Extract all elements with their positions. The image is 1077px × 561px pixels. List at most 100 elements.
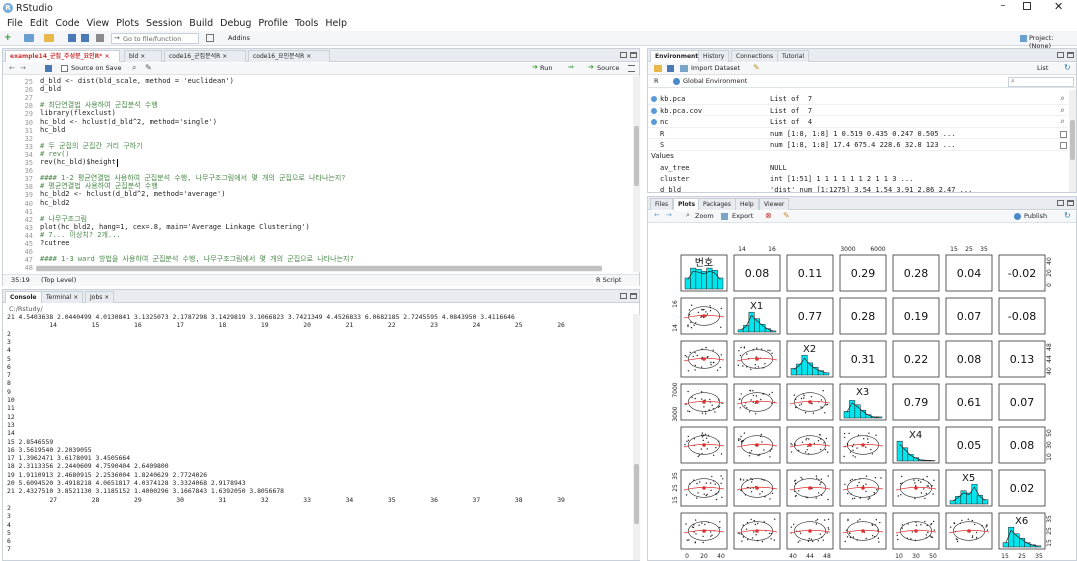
forward-icon[interactable]: → [20, 64, 26, 72]
zoom-button[interactable]: Zoom [695, 212, 714, 220]
env-value-row[interactable]: cluster int [1:51] 1 1 1 1 1 1 2 1 1 3 ..… [648, 174, 1068, 185]
editor-maximize-icon[interactable] [630, 52, 637, 58]
grid-view-icon[interactable] [1060, 142, 1067, 149]
env-vscrollbar[interactable] [1069, 90, 1076, 192]
code-line[interactable]: # 최단연결법 사용하여 군집분석 수행 [40, 101, 158, 110]
print-icon[interactable] [96, 34, 104, 42]
code-line[interactable]: # 평균연결법 사용하여 군집분석 수행 [40, 182, 158, 191]
tab-code16-factor[interactable]: code16_요인분석R × [248, 50, 330, 62]
code-line[interactable]: plot(hc_bld2, hang=1, cex=.8, main='Aver… [40, 222, 310, 231]
grid-view-icon[interactable] [1060, 130, 1067, 138]
view-object-icon[interactable]: ⌕ [1060, 94, 1065, 103]
menu-help[interactable]: Help [325, 18, 348, 29]
back-icon[interactable]: ← [9, 64, 15, 72]
menu-debug[interactable]: Debug [220, 18, 252, 29]
tab-example14[interactable]: example14_군집_주성분_요인R* × [5, 50, 120, 62]
menu-tools[interactable]: Tools [294, 18, 319, 29]
run-button[interactable]: Run [540, 64, 553, 72]
scope-dropdown[interactable]: Global Environment [683, 77, 748, 85]
minimize-icon[interactable]: – [1000, 0, 1006, 11]
tab-terminal[interactable]: Terminal × [41, 291, 84, 303]
save-workspace-icon[interactable] [667, 65, 674, 72]
clear-plots-icon[interactable]: ✎ [783, 211, 790, 220]
code-line[interactable]: # rev() [40, 149, 70, 158]
menu-edit[interactable]: Edit [29, 18, 49, 29]
env-row[interactable]: nc List of 4 ⌕ [648, 117, 1068, 128]
code-line[interactable]: #### 1-2 평균연결법 사용하여 군집분석 수행, 나무구조그림에서 몇 … [40, 174, 346, 183]
tab-connections[interactable]: Connections [731, 50, 779, 62]
editor-save-icon[interactable] [45, 65, 52, 72]
code-line[interactable]: library(flexclust) [40, 109, 116, 118]
code-line[interactable]: #### 1-3 ward 방법을 사용하여 군집분석 수행, 나무구조그림에서… [40, 255, 354, 264]
load-workspace-icon[interactable] [654, 65, 662, 72]
console-output[interactable]: 21 4.5403638 2.0440499 4.0130841 3.13250… [7, 314, 631, 560]
tab-console[interactable]: Console [5, 291, 42, 303]
addins-button[interactable]: Addins [228, 34, 250, 42]
menu-code[interactable]: Code [55, 18, 80, 29]
code-line[interactable]: hc_bld <- hclust(d_bld^2, method='single… [40, 117, 218, 126]
code-line[interactable]: ?cutree [40, 239, 70, 247]
grid-icon[interactable] [206, 34, 214, 42]
new-project-icon[interactable] [24, 34, 34, 42]
publish-button[interactable]: Publish [1024, 212, 1048, 220]
refresh-icon[interactable]: ↻ [1064, 63, 1071, 72]
tab-files[interactable]: Files [650, 198, 674, 210]
plots-maximize-icon[interactable] [1067, 200, 1074, 206]
menu-build[interactable]: Build [189, 18, 214, 29]
close-icon[interactable]: ✕ [1054, 0, 1064, 13]
rerun-icon[interactable]: ⇒ [568, 63, 574, 71]
new-file-icon[interactable]: + [4, 33, 12, 43]
source-button[interactable]: Source [597, 64, 620, 72]
tab-jobs[interactable]: Jobs × [85, 291, 115, 303]
lang-dropdown[interactable]: R [654, 77, 659, 85]
code-line[interactable]: rev(hc_bld)$height [40, 158, 116, 166]
source-on-save-checkbox[interactable] [61, 65, 68, 72]
save-icon[interactable] [68, 34, 76, 42]
env-maximize-icon[interactable] [1067, 52, 1074, 58]
env-minimize-icon[interactable] [1057, 52, 1064, 58]
file-type[interactable]: R Script [596, 276, 622, 284]
code-line[interactable]: # 7... 이상치? 2개... [40, 230, 121, 239]
env-search-input[interactable]: ⌕ [1008, 77, 1074, 87]
code-area[interactable]: 25 d_bld <- dist(bld_scale, method = 'euc… [3, 76, 633, 272]
view-object-icon[interactable]: ⌕ [1060, 117, 1065, 126]
env-row[interactable]: kb.pca List of 7 ⌕ [648, 94, 1068, 105]
open-file-icon[interactable] [44, 34, 54, 42]
remove-plot-icon[interactable]: ⊗ [765, 211, 772, 220]
code-line[interactable]: hc_bld2 [40, 198, 70, 207]
list-object-icon[interactable] [651, 96, 657, 102]
editor-vscrollbar[interactable] [633, 76, 640, 272]
save-all-icon[interactable] [81, 34, 89, 42]
code-line[interactable]: d_bld [40, 85, 62, 94]
maximize-icon[interactable] [1023, 2, 1031, 10]
env-value-row[interactable]: d_bld 'dist' num [1:1275] 3.54 1.54 3.91 … [648, 185, 1068, 192]
editor-hscroll-thumb[interactable] [36, 266, 602, 271]
console-vscrollbar[interactable] [633, 314, 640, 560]
menu-session[interactable]: Session [146, 18, 183, 29]
tab-code16-cluster[interactable]: code16_군집분석R × [164, 50, 246, 62]
next-plot-icon[interactable]: → [666, 211, 672, 219]
import-dataset-button[interactable]: Import Dataset [691, 64, 741, 72]
console-maximize-icon[interactable] [630, 293, 637, 299]
list-object-icon[interactable] [651, 119, 657, 125]
editor-hscrollbar[interactable] [36, 265, 602, 272]
tab-history[interactable]: History [698, 50, 730, 62]
search-icon[interactable]: ⌕ [132, 63, 137, 72]
prev-plot-icon[interactable]: ← [654, 211, 660, 219]
list-view-button[interactable]: List [1037, 64, 1049, 72]
tab-bld[interactable]: bld × [124, 50, 162, 62]
project-menu[interactable]: Project: (None) [1029, 34, 1054, 50]
code-line[interactable]: d_bld <- dist(bld_scale, method = 'eucli… [40, 77, 234, 85]
tab-environment[interactable]: Environment [650, 50, 704, 62]
menu-profile[interactable]: Profile [258, 18, 288, 29]
outline-icon[interactable] [628, 65, 635, 72]
tab-tutorial[interactable]: Tutorial [777, 50, 810, 62]
console-vscroll-thumb[interactable] [634, 464, 639, 524]
env-row[interactable]: kb.pca.cov List of 7 ⌕ [648, 106, 1068, 116]
tab-plots[interactable]: Plots [673, 198, 701, 210]
editor-vscroll-thumb[interactable] [634, 126, 639, 186]
editor-minimize-icon[interactable] [620, 52, 627, 58]
plot-refresh-icon[interactable]: ↻ [1064, 211, 1071, 220]
menu-view[interactable]: View [86, 18, 110, 29]
